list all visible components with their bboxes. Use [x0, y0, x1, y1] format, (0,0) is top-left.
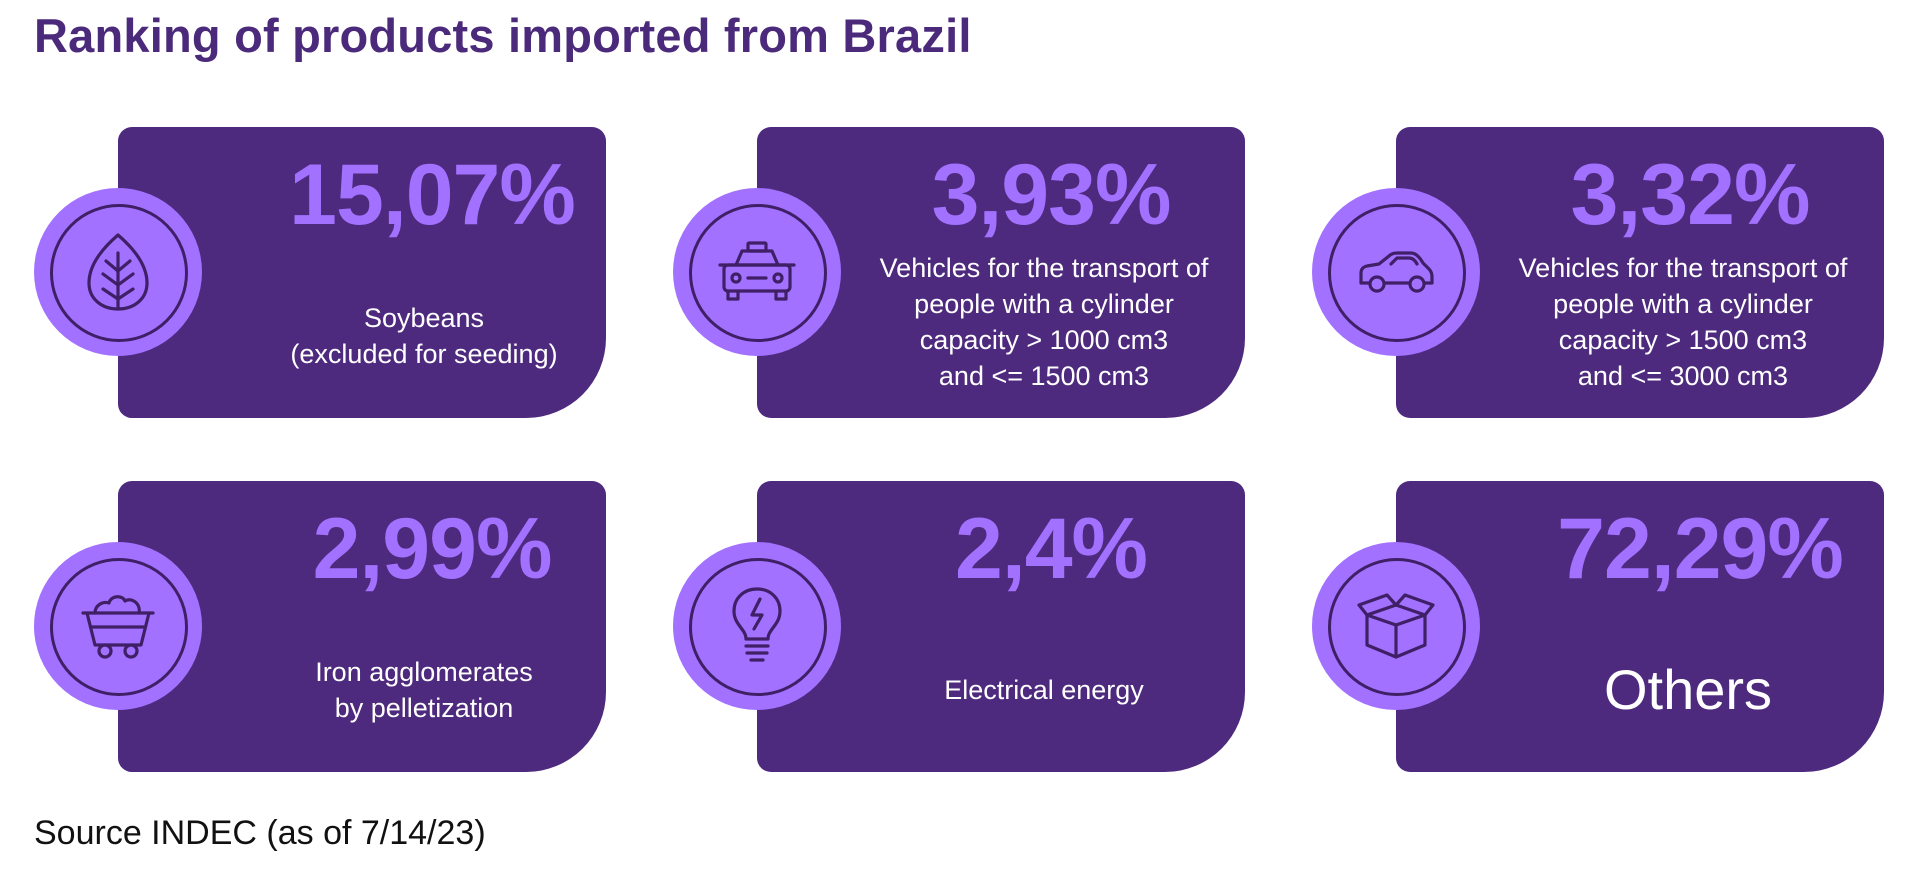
- page-title: Ranking of products imported from Brazil: [34, 9, 972, 62]
- lightbulb-icon: [732, 587, 782, 662]
- card-percent: 3,93%: [931, 147, 1172, 243]
- icon-badge: [673, 188, 841, 356]
- leaf-icon: [87, 233, 149, 311]
- taxi-icon: [718, 241, 796, 301]
- card-others: 72,29% Others: [1396, 481, 1884, 772]
- card-iron-agglomerates: 2,99% Iron agglomerates by pelletization: [118, 481, 606, 772]
- card-label: Iron agglomerates by pelletization: [315, 657, 533, 723]
- card-percent: 15,07%: [289, 147, 576, 243]
- card-label: Electrical energy: [944, 675, 1144, 705]
- icon-badge: [1312, 542, 1480, 710]
- card-percent: 2,4%: [954, 501, 1148, 597]
- card-percent: 3,32%: [1570, 147, 1811, 243]
- icon-badge: [34, 542, 202, 710]
- car-icon: [1359, 251, 1434, 293]
- card-percent: 2,99%: [312, 501, 553, 597]
- icon-badge: [673, 542, 841, 710]
- card-label: Vehicles for the transport of people wit…: [1518, 253, 1848, 391]
- card-vehicles-1500-3000: 3,32% Vehicles for the transport of peop…: [1396, 127, 1884, 418]
- card-vehicles-1000-1500: 3,93% Vehicles for the transport of peop…: [757, 127, 1245, 418]
- open-box-icon: [1357, 593, 1435, 659]
- source-note: Source INDEC (as of 7/14/23): [34, 814, 486, 852]
- icon-badge: [34, 188, 202, 356]
- card-label: Vehicles for the transport of people wit…: [879, 253, 1209, 391]
- card-percent: 72,29%: [1557, 501, 1844, 597]
- card-label: Soybeans (excluded for seeding): [290, 303, 558, 369]
- card-soybeans: 15,07% Soybeans (excluded for seeding): [118, 127, 606, 418]
- card-label: Others: [1603, 658, 1773, 721]
- icon-badge: [1312, 188, 1480, 356]
- mine-cart-icon: [81, 595, 155, 659]
